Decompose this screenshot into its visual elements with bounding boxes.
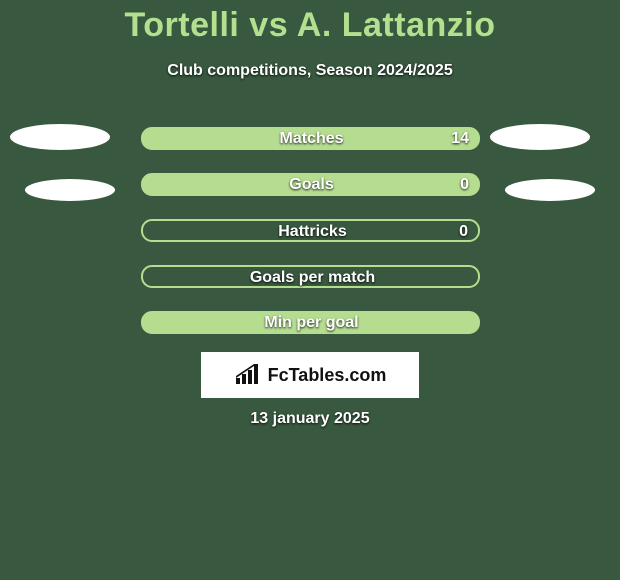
side-flag-dot [25,179,115,201]
side-flag-dot [10,124,110,150]
side-flag-dot [505,179,595,201]
stat-label: Hattricks [143,223,482,241]
stat-row: Goals per match [141,265,480,288]
side-flag-dot [490,124,590,150]
stat-row: Min per goal [141,311,480,334]
page-title: Tortelli vs A. Lattanzio [0,6,620,45]
stat-row: Hattricks0 [141,219,480,242]
stat-value-right: 14 [451,130,469,148]
stat-label: Goals [142,176,481,194]
stat-label: Min per goal [142,314,481,332]
stat-row: Goals0 [141,173,480,196]
stat-row: Matches14 [141,127,480,150]
brand-box: FcTables.com [201,352,419,398]
footer-date: 13 january 2025 [0,410,620,428]
stat-label: Goals per match [143,269,482,287]
subtitle: Club competitions, Season 2024/2025 [0,62,620,80]
brand-text: FcTables.com [268,365,387,386]
stat-value-right: 0 [459,223,468,241]
stat-label: Matches [142,130,481,148]
bar-chart-icon [234,364,262,386]
stat-value-right: 0 [460,176,469,194]
